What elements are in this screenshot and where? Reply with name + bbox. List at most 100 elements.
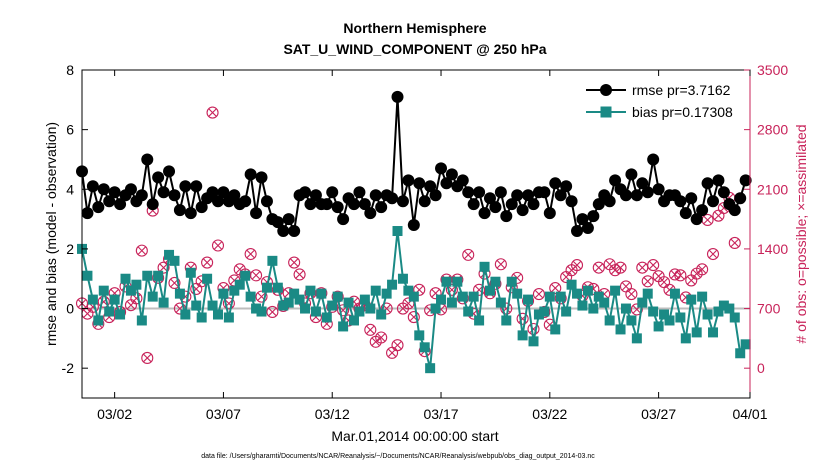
y-right-axis-label: # of obs: o=possible; ×=assimilated <box>793 124 809 343</box>
rmse-point <box>331 201 344 214</box>
rmse-point <box>108 186 121 199</box>
rmse-point <box>728 204 741 217</box>
bias-point <box>147 291 158 302</box>
bias-point <box>158 297 169 308</box>
bias-point <box>202 273 213 284</box>
bias-point <box>212 309 223 320</box>
obs-possible-point <box>609 264 622 277</box>
bias-point <box>82 270 93 281</box>
obs-possible-point <box>549 282 562 295</box>
rmse-point <box>494 186 507 199</box>
bias-point <box>185 267 196 278</box>
bias-point <box>441 276 452 287</box>
obs-possible-point <box>391 339 404 352</box>
obs-assimilated-point <box>594 263 603 272</box>
obs-assimilated-point <box>709 250 717 259</box>
rmse-point <box>462 186 475 199</box>
bias-point <box>664 315 675 326</box>
obs-assimilated-point <box>252 271 261 280</box>
obs-possible-point <box>445 283 458 296</box>
bias-point <box>387 279 398 290</box>
obs-possible-point <box>407 311 420 324</box>
rmse-point <box>304 198 317 211</box>
rmse-point <box>239 195 252 208</box>
rmse-point <box>97 183 110 196</box>
bias-point <box>740 339 751 350</box>
rmse-point <box>309 189 322 202</box>
obs-possible-point <box>130 292 143 305</box>
rmse-point <box>571 225 584 238</box>
rmse-point <box>337 213 350 226</box>
bias-point <box>533 309 544 320</box>
obs-possible-point <box>706 247 720 261</box>
bias-point <box>321 312 332 323</box>
bias-point <box>523 294 534 305</box>
obs-assimilated-point <box>208 108 217 117</box>
bias-point <box>153 270 164 281</box>
obs-assimilated-point <box>698 265 707 274</box>
data-file-footnote: data file: /Users/gharamti/Documents/NCA… <box>201 453 595 460</box>
bias-point <box>436 294 447 305</box>
bias-point <box>408 291 419 302</box>
x-axis-label: Mar.01,2014 00:00:00 start <box>331 428 498 444</box>
rmse-point <box>277 225 290 238</box>
bias-point <box>484 285 495 296</box>
rmse-point <box>538 186 551 199</box>
bias-point <box>283 297 294 308</box>
bias-point <box>229 285 240 296</box>
bias-point <box>180 309 191 320</box>
obs-possible-point <box>728 236 741 249</box>
obs-possible-point <box>135 244 148 257</box>
rmse-point <box>288 225 301 238</box>
obs-assimilated-point <box>621 282 630 291</box>
obs-assimilated-point <box>551 284 560 293</box>
rmse-point <box>206 186 219 199</box>
bias-point <box>724 303 735 314</box>
obs-assimilated-point <box>137 246 146 255</box>
rmse-point <box>435 162 448 175</box>
bias-point <box>566 279 577 290</box>
obs-assimilated-point <box>730 238 739 247</box>
rmse-point <box>511 189 524 202</box>
x-tick-label: 03/07 <box>206 406 241 422</box>
bias-point <box>115 309 126 320</box>
obs-possible-point <box>429 287 442 300</box>
bias-point <box>397 273 408 284</box>
obs-possible-point <box>315 287 328 300</box>
bias-point <box>528 336 539 347</box>
bias-point <box>446 297 457 308</box>
rmse-point <box>358 198 371 211</box>
bias-point <box>512 288 523 299</box>
rmse-point <box>141 153 154 166</box>
x-tick-label: 03/12 <box>315 406 350 422</box>
bias-point <box>98 285 109 296</box>
legend-rmse-marker <box>600 84 612 96</box>
rmse-point <box>707 195 720 208</box>
rmse-point <box>603 195 616 208</box>
bias-point <box>659 309 670 320</box>
obs-assimilated-point <box>268 307 277 316</box>
y-tick-label: 4 <box>66 181 74 197</box>
bias-point <box>604 315 615 326</box>
bias-point <box>310 306 321 317</box>
rmse-point <box>168 189 181 202</box>
bias-point <box>93 315 104 326</box>
y-right-tick-label: 1400 <box>757 241 788 257</box>
bias-point <box>414 330 425 341</box>
obs-assimilated-point <box>203 258 212 267</box>
obs-possible-point <box>668 268 681 281</box>
bias-point <box>261 282 272 293</box>
rmse-point <box>685 192 698 205</box>
rmse-point <box>489 201 502 214</box>
x-tick-label: 03/02 <box>97 406 132 422</box>
bias-point <box>550 324 561 335</box>
obs-possible-point <box>266 305 279 319</box>
bias-point <box>256 306 267 317</box>
bias-point <box>169 255 180 266</box>
rmse-point <box>543 207 556 220</box>
rmse-point <box>641 186 654 199</box>
bias-point <box>142 270 153 281</box>
obs-possible-point <box>516 312 529 325</box>
rmse-point <box>505 198 518 211</box>
bias-point <box>735 348 746 359</box>
